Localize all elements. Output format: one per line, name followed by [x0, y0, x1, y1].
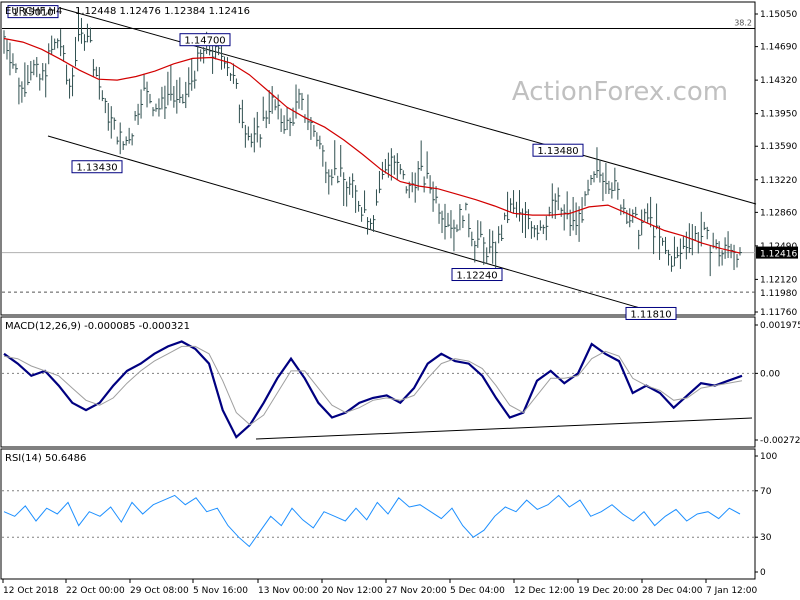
- price-annotation-label: 1.13480: [537, 146, 578, 157]
- price-annotation-box: [179, 33, 231, 47]
- rsi-plot: [2, 490, 755, 548]
- macd-signal-line: [3, 345, 743, 426]
- time-tick-label: 12 Dec 12:00: [514, 586, 575, 596]
- symbol-timeframe: EURCHF,H4: [5, 6, 62, 17]
- last-price-label: 1.12416: [760, 250, 797, 260]
- moving-average-group: [3, 37, 741, 254]
- rsi-panel-frame: [0, 448, 756, 580]
- macd-trendline: [255, 417, 753, 440]
- price-annotation-box: [71, 160, 123, 174]
- price-annotation-box: [451, 268, 503, 282]
- time-tick-label: 28 Dec 04:00: [642, 586, 703, 596]
- price-tick-label: 1.13590: [760, 142, 797, 152]
- channel-lower-line: [47, 135, 641, 309]
- macd-axis: 0.001975 0.00 -0.00272: [755, 321, 800, 446]
- macd-tick-label: 0.001975: [760, 321, 800, 331]
- time-tick-label: 27 Nov 20:00: [386, 586, 447, 596]
- trend-channel: [47, 7, 757, 309]
- macd-tick-label: -0.00272: [760, 436, 800, 446]
- time-tick-label: 19 Dec 20:00: [578, 586, 639, 596]
- rsi-tick-label: 100: [760, 452, 777, 462]
- price-annotation-label: 1.13430: [76, 163, 117, 174]
- rsi-tick-label: 70: [760, 487, 772, 497]
- price-tick-label: 1.13220: [760, 176, 797, 186]
- price-panel-frame: [0, 1, 756, 316]
- rsi-tick-label: 0: [760, 568, 766, 578]
- support-level-label-box: [756, 286, 798, 299]
- macd-line: [3, 340, 743, 439]
- rsi-tick-label: 30: [760, 533, 772, 543]
- price-annotation-label: 1.15010: [12, 8, 53, 19]
- price-annotation-box: [532, 143, 584, 157]
- last-price-label-box: [756, 246, 798, 259]
- price-tick-label: 1.13950: [760, 110, 797, 120]
- time-tick-label: 5 Nov 16:00: [193, 586, 248, 596]
- time-tick-label: 29 Oct 08:00: [130, 586, 189, 596]
- time-tick-label: 22 Oct 00:00: [66, 586, 125, 596]
- price-annotation-label: 1.12240: [456, 271, 497, 282]
- price-axis: 1.15050 1.14690 1.14320 1.13950 1.13590 1.132…: [755, 10, 798, 318]
- channel-upper-line: [59, 7, 757, 205]
- rsi-line: [3, 494, 741, 548]
- time-tick-label: 13 Nov 00:00: [258, 586, 319, 596]
- rsi-title: RSI(14) 50.6486: [5, 453, 86, 464]
- ohlc-readout: 1.12448 1.12476 1.12384 1.12416: [75, 6, 250, 17]
- price-tick-label: 1.12860: [760, 208, 797, 218]
- price-annotation-box: [625, 306, 677, 320]
- fib-label: 38.2: [734, 18, 752, 27]
- rsi-axis: 100 70 30 0: [755, 452, 777, 578]
- price-tick-label: 1.15050: [760, 10, 797, 20]
- macd-title: MACD(12,26,9) -0.000085 -0.000321: [5, 321, 190, 332]
- macd-panel-frame: [0, 316, 756, 448]
- time-axis: 12 Oct 2018 22 Oct 00:00 29 Oct 08:00 5 Nov…: [2, 579, 758, 596]
- price-annotation-box: [7, 5, 59, 19]
- moving-average-line: [3, 37, 741, 254]
- price-annotation-label: 1.14700: [184, 36, 225, 47]
- time-tick-label: 20 Nov 12:00: [322, 586, 383, 596]
- macd-plot: [2, 340, 755, 440]
- price-annotations: 1.15010 1.14700 1.13430 1.13480 1.12240 1.118…: [7, 5, 677, 320]
- price-levels: 38.2: [2, 18, 755, 293]
- macd-tick-label: 0.00: [760, 369, 780, 379]
- price-tick-label: 1.14320: [760, 76, 797, 86]
- time-tick-label: 12 Oct 2018: [3, 586, 59, 596]
- price-tick-label: 1.11760: [760, 308, 797, 318]
- price-tick-label: 1.12120: [760, 275, 797, 285]
- time-tick-label: 5 Dec 04:00: [450, 586, 505, 596]
- support-level-label: 1.11980: [760, 289, 797, 299]
- watermark: ActionForex.com: [512, 77, 728, 107]
- time-tick-label: 7 Jan 12:00: [706, 586, 758, 596]
- price-annotation-label: 1.11810: [630, 309, 671, 320]
- price-tick-label: 1.14690: [760, 43, 797, 53]
- price-bars: [3, 7, 742, 277]
